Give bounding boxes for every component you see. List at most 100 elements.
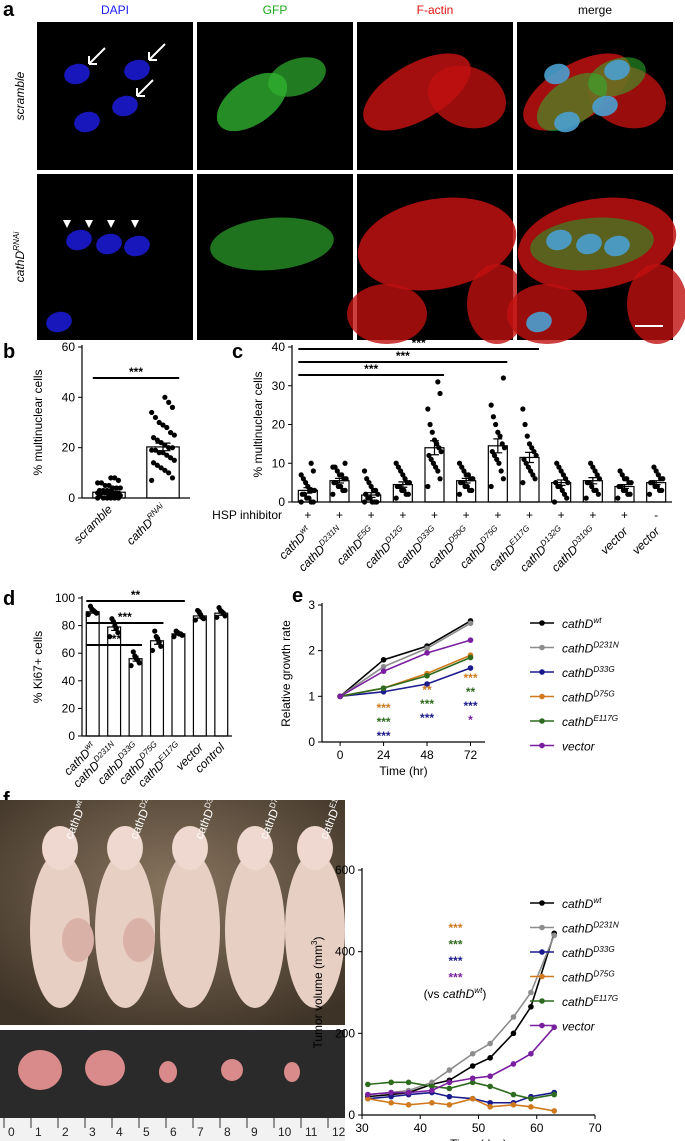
text-part: D33G xyxy=(593,945,614,954)
legend-label: cathDE117G xyxy=(562,714,618,729)
treatment-mark: + xyxy=(431,508,438,522)
significance-label: *** xyxy=(118,610,132,624)
data-point xyxy=(425,406,431,412)
bar xyxy=(128,658,143,737)
series-line xyxy=(367,1097,555,1112)
error-bar xyxy=(398,481,408,488)
cell xyxy=(107,826,143,870)
data-point xyxy=(424,672,430,679)
data-point xyxy=(491,452,498,459)
text-part: cathD xyxy=(562,617,594,631)
arrowhead xyxy=(131,220,139,228)
data-point xyxy=(169,404,176,410)
data-point xyxy=(380,657,387,663)
legend-label: cathDD231N xyxy=(562,921,619,936)
series-line xyxy=(367,935,555,1096)
data-point xyxy=(425,483,431,490)
bar xyxy=(85,611,100,737)
arrowhead xyxy=(85,220,93,228)
data-point xyxy=(424,645,430,652)
y-tick-label: 0 xyxy=(278,495,285,509)
x-tick-label: 40 xyxy=(414,1121,428,1135)
ruler-number: 6 xyxy=(170,1125,177,1139)
text-part: cathD xyxy=(562,971,594,985)
text-part: scramble xyxy=(71,502,116,547)
data-point xyxy=(469,1075,476,1082)
series-line xyxy=(367,933,555,1098)
y-axis-label: % multinuclear cells xyxy=(31,369,45,475)
data-point xyxy=(458,480,464,486)
cell xyxy=(18,1050,62,1090)
legend-marker xyxy=(539,620,545,626)
data-point xyxy=(510,1030,517,1037)
data-point xyxy=(164,424,170,431)
legend-marker xyxy=(539,900,545,906)
legend-marker xyxy=(539,924,545,931)
data-point xyxy=(446,1093,453,1100)
cell xyxy=(347,284,427,344)
data-point xyxy=(467,620,474,627)
text-part: E117G xyxy=(593,994,618,1003)
significance-label: *** xyxy=(412,336,426,350)
column-header: GFP xyxy=(263,3,288,17)
column-header: DAPI xyxy=(101,3,129,17)
series-line xyxy=(340,667,471,698)
data-point xyxy=(365,1095,371,1102)
data-point xyxy=(551,1091,558,1098)
annotation: *** xyxy=(448,938,463,952)
y-tick-label: 20 xyxy=(272,418,286,432)
ruler-number: 4 xyxy=(116,1125,123,1139)
data-point xyxy=(154,437,160,443)
significance-label: *** xyxy=(107,632,121,646)
x-tick-label: vector xyxy=(598,524,632,558)
legend-marker xyxy=(539,742,545,749)
data-point xyxy=(469,1095,476,1102)
data-point xyxy=(430,460,436,466)
annotation: (vs cathDwt) xyxy=(424,986,487,1001)
arrowhead xyxy=(63,220,71,228)
cell xyxy=(576,233,602,255)
text-part: (vs xyxy=(424,987,443,1001)
data-point xyxy=(171,634,177,640)
text-part: D132G xyxy=(538,524,563,549)
cell xyxy=(285,852,345,1008)
data-point xyxy=(584,480,590,486)
cell xyxy=(210,217,334,271)
y-tick-label: 80 xyxy=(62,619,76,633)
data-point xyxy=(435,379,441,385)
data-point xyxy=(426,452,432,459)
data-point xyxy=(394,483,400,490)
text-part: wt xyxy=(72,798,84,811)
data-point xyxy=(388,1079,394,1086)
data-point xyxy=(166,470,172,476)
x-tick-label: scramble xyxy=(71,502,116,547)
data-point xyxy=(558,468,564,474)
data-point xyxy=(446,1085,453,1092)
error-bar xyxy=(132,655,139,662)
data-point xyxy=(469,1050,476,1057)
data-point xyxy=(522,421,528,428)
x-tick-label: 48 xyxy=(420,748,434,762)
legend-label: cathDE117G xyxy=(562,994,618,1009)
y-tick-label: 200 xyxy=(335,1026,355,1040)
treatment-mark: + xyxy=(589,508,596,522)
text-part: D50G xyxy=(447,524,468,545)
data-point xyxy=(520,406,526,412)
y-axis-label: % multinuclear cells xyxy=(251,371,265,477)
error-bar xyxy=(651,480,661,486)
data-point xyxy=(393,460,399,466)
treatment-mark: + xyxy=(526,508,533,522)
data-point xyxy=(588,460,594,466)
data-point xyxy=(307,487,313,493)
legend-marker xyxy=(539,718,545,724)
text-part: vector xyxy=(598,524,632,558)
data-point xyxy=(365,1091,371,1098)
annotation: *** xyxy=(448,921,463,935)
y-tick-label: 2 xyxy=(308,644,315,658)
data-point xyxy=(510,1101,517,1108)
text-part: cathD xyxy=(562,691,594,705)
data-point xyxy=(154,462,160,468)
treatment-mark: + xyxy=(368,508,375,522)
data-point xyxy=(596,476,603,482)
legend-marker xyxy=(539,644,545,651)
